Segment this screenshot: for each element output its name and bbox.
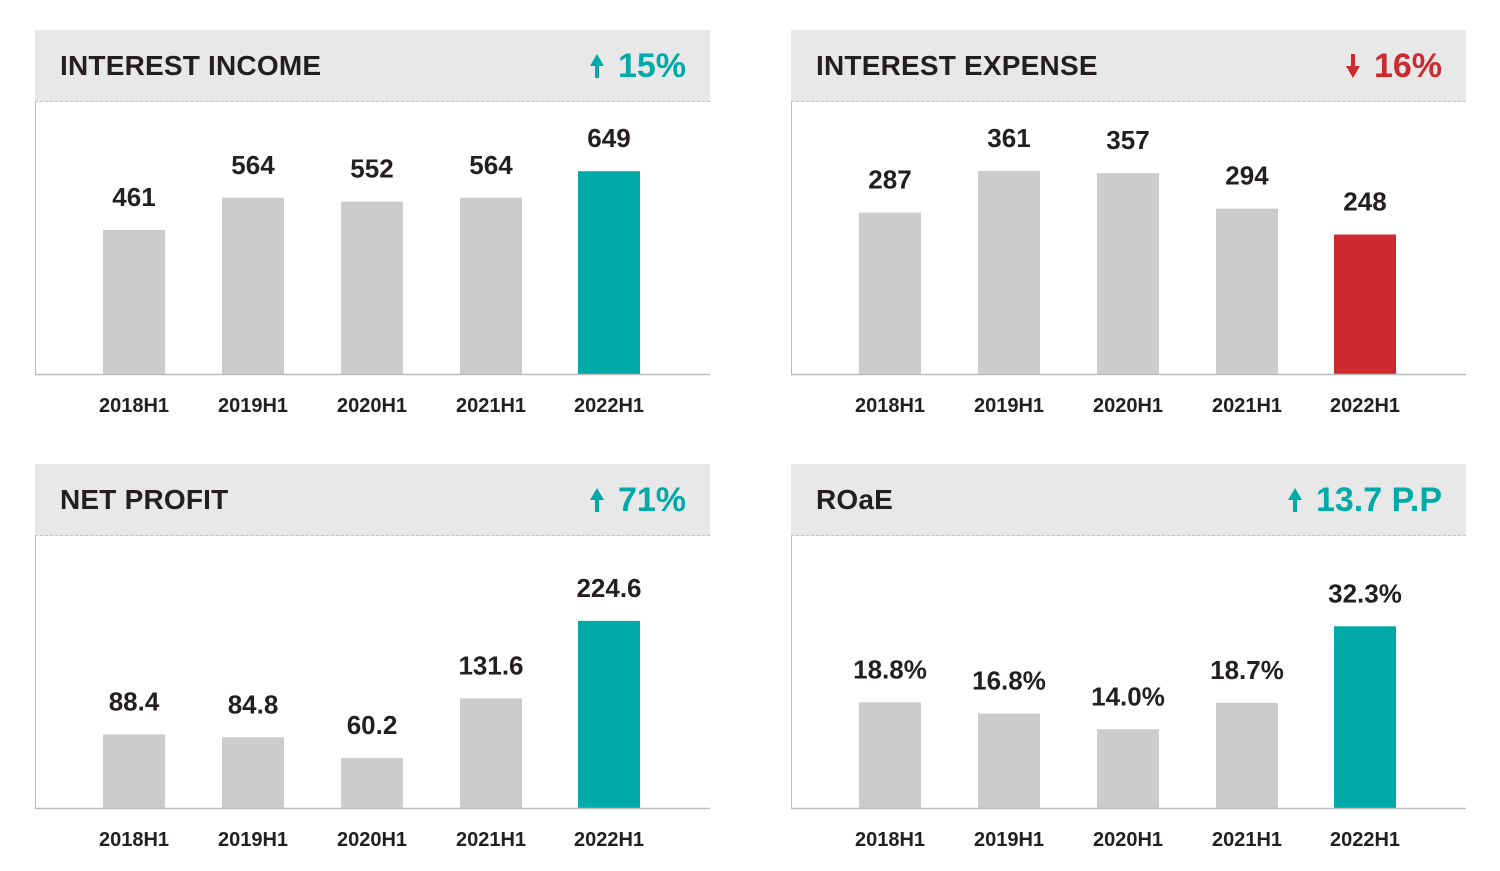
x-tick-label: 2019H1: [974, 395, 1044, 417]
panel-title: ROaE: [816, 484, 894, 515]
x-tick-label: 2018H1: [99, 395, 169, 417]
x-tick-label: 2021H1: [1212, 829, 1282, 851]
bar-chart-roae: 18.8% 2018H1 16.8% 2019H1 14.0% 2020H1 18.7% 20…: [791, 536, 1466, 864]
bar-2022H1: [1334, 234, 1396, 374]
bar-2018H1: [103, 734, 165, 808]
bar-2022H1: [578, 620, 640, 808]
panel-interest-expense: INTEREST EXPENSE 16% 287 2018H1 361 2019H1 3…: [791, 30, 1466, 430]
x-tick-label: 2021H1: [1212, 395, 1282, 417]
x-tick-label: 2018H1: [855, 829, 925, 851]
data-label: 18.7%: [1210, 655, 1284, 685]
chart-svg: 88.4 2018H1 84.8 2019H1 60.2 2020H1 131.6 2021H…: [35, 536, 710, 851]
data-label: 461: [112, 182, 155, 212]
panel-title: INTEREST EXPENSE: [816, 50, 1098, 81]
x-tick-label: 2022H1: [574, 829, 644, 851]
panel-header: NET PROFIT 71%: [35, 464, 710, 536]
data-label: 294: [1225, 161, 1269, 191]
bar-2021H1: [1216, 702, 1278, 808]
data-label: 552: [350, 154, 393, 184]
x-tick-label: 2020H1: [337, 395, 407, 417]
panel-net-profit: NET PROFIT 71% 88.4 2018H1 84.8 2019H1 60.2 2…: [35, 464, 710, 864]
x-tick-label: 2019H1: [974, 829, 1044, 851]
panel-header: INTEREST EXPENSE 16%: [791, 30, 1466, 102]
bar-2020H1: [341, 201, 403, 374]
chart-svg: 461 2018H1 564 2019H1 552 2020H1 564 2021H1 649 2…: [35, 102, 710, 417]
x-tick-label: 2018H1: [855, 395, 925, 417]
bar-2020H1: [1097, 729, 1159, 808]
panel-title: INTEREST INCOME: [60, 50, 322, 81]
data-label: 18.8%: [853, 654, 927, 684]
change-value: 15%: [617, 46, 686, 85]
data-label: 649: [587, 123, 630, 153]
x-tick-label: 2020H1: [1093, 395, 1163, 417]
change-value: 71%: [617, 480, 686, 519]
x-tick-label: 2018H1: [99, 829, 169, 851]
x-tick-label: 2020H1: [1093, 829, 1163, 851]
chart-svg: 18.8% 2018H1 16.8% 2019H1 14.0% 2020H1 18.7% 20…: [791, 536, 1466, 851]
bar-2018H1: [103, 229, 165, 374]
data-label: 88.4: [109, 686, 160, 716]
chart-svg: 287 2018H1 361 2019H1 357 2020H1 294 2021H1 248 2…: [791, 102, 1466, 417]
x-tick-label: 2022H1: [574, 395, 644, 417]
panel-roae: ROaE 13.7 P.P 18.8% 2018H1 16.8% 2019H1 14.0…: [791, 464, 1466, 864]
arrow-up-icon: [1287, 488, 1302, 512]
bar-2022H1: [1334, 626, 1396, 808]
data-label: 32.3%: [1328, 578, 1402, 608]
data-label: 131.6: [458, 650, 523, 680]
data-label: 357: [1106, 125, 1149, 155]
bar-2019H1: [978, 713, 1040, 808]
data-label: 361: [987, 123, 1030, 153]
arrow-up-icon: [589, 54, 604, 78]
data-label: 224.6: [576, 573, 641, 603]
x-tick-label: 2022H1: [1330, 829, 1400, 851]
bar-2019H1: [222, 737, 284, 808]
panel-header: ROaE 13.7 P.P: [791, 464, 1466, 536]
x-tick-label: 2021H1: [456, 829, 526, 851]
bar-2018H1: [859, 212, 921, 374]
change-indicator: 13.7 P.P: [1287, 464, 1442, 536]
data-label: 14.0%: [1091, 681, 1165, 711]
arrow-down-icon: [1345, 54, 1360, 78]
change-indicator: 15%: [589, 30, 686, 102]
arrow-up-icon: [589, 488, 604, 512]
change-value: 16%: [1373, 46, 1442, 85]
x-tick-label: 2022H1: [1330, 395, 1400, 417]
bar-2021H1: [460, 197, 522, 374]
data-label: 84.8: [228, 689, 279, 719]
change-indicator: 16%: [1345, 30, 1442, 102]
bar-chart-net-profit: 88.4 2018H1 84.8 2019H1 60.2 2020H1 131.6 2021H…: [35, 536, 710, 864]
panel-header: INTEREST INCOME 15%: [35, 30, 710, 102]
data-label: 564: [231, 150, 275, 180]
bar-2021H1: [460, 698, 522, 808]
data-label: 16.8%: [972, 666, 1046, 696]
change-indicator: 71%: [589, 464, 686, 536]
x-tick-label: 2021H1: [456, 395, 526, 417]
x-tick-label: 2020H1: [337, 829, 407, 851]
bar-chart-interest-expense: 287 2018H1 361 2019H1 357 2020H1 294 2021H1 248 2…: [791, 102, 1466, 430]
bar-2020H1: [1097, 173, 1159, 374]
bar-2019H1: [222, 197, 284, 374]
x-tick-label: 2019H1: [218, 829, 288, 851]
data-label: 60.2: [347, 710, 398, 740]
bar-2020H1: [341, 757, 403, 808]
x-tick-label: 2019H1: [218, 395, 288, 417]
data-label: 564: [469, 150, 513, 180]
bar-2021H1: [1216, 208, 1278, 374]
panel-title: NET PROFIT: [60, 484, 229, 515]
bar-2018H1: [859, 702, 921, 808]
panel-interest-income: INTEREST INCOME 15% 461 2018H1 564 2019H1 55…: [35, 30, 710, 430]
bar-chart-interest-income: 461 2018H1 564 2019H1 552 2020H1 564 2021H1 649 2…: [35, 102, 710, 430]
data-label: 248: [1343, 187, 1386, 217]
change-value: 13.7 P.P: [1315, 480, 1442, 519]
bar-2019H1: [978, 170, 1040, 374]
bar-2022H1: [578, 171, 640, 374]
data-label: 287: [868, 165, 911, 195]
